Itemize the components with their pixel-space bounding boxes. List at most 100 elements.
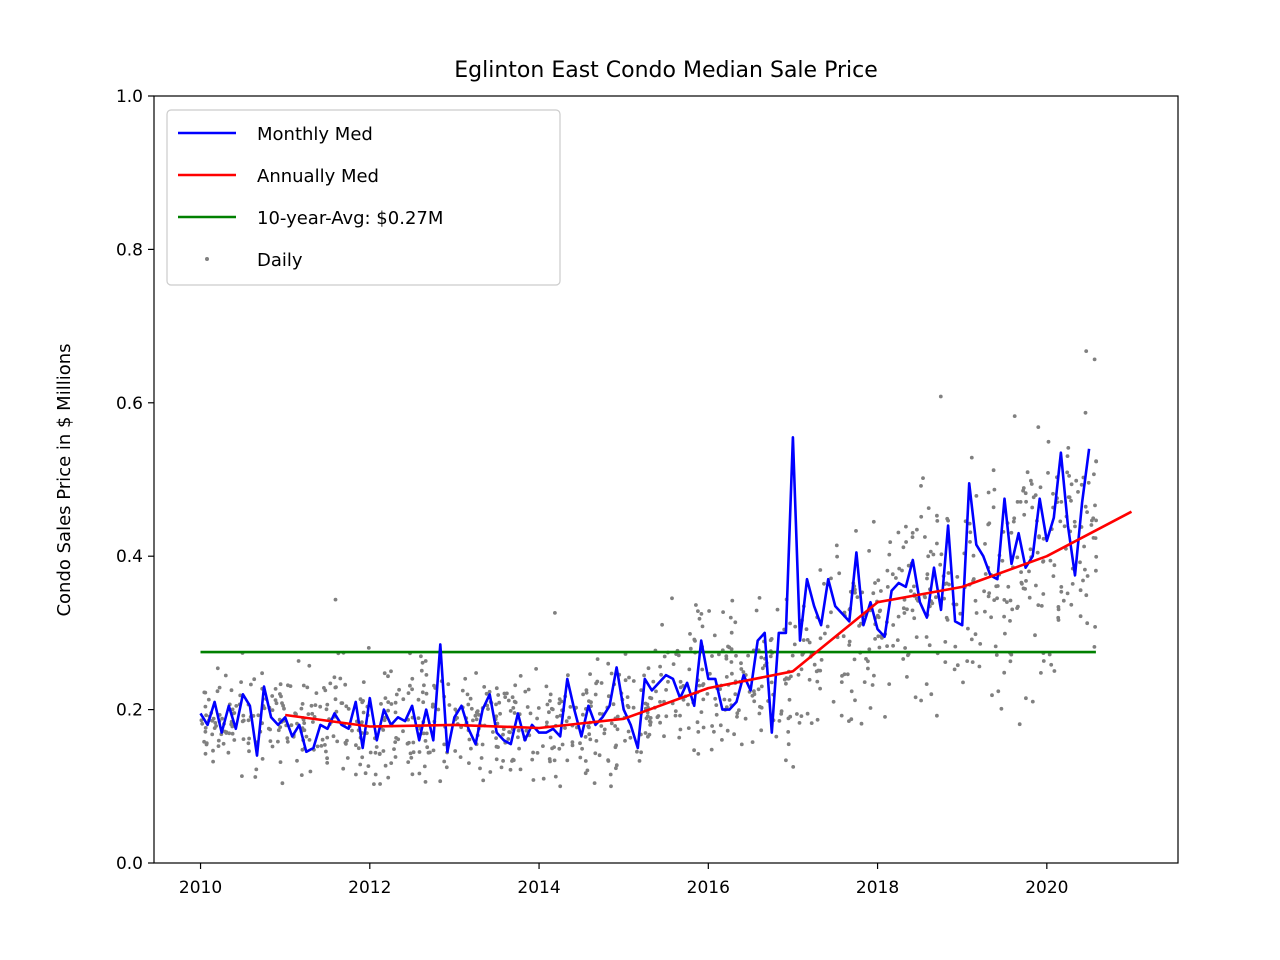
daily-point bbox=[876, 634, 881, 639]
daily-point bbox=[1009, 530, 1014, 535]
daily-point bbox=[1018, 500, 1023, 504]
daily-point bbox=[531, 750, 535, 755]
daily-point bbox=[438, 779, 443, 784]
daily-point bbox=[873, 637, 877, 641]
daily-point bbox=[535, 716, 539, 721]
daily-point bbox=[686, 726, 691, 730]
daily-point bbox=[286, 683, 290, 688]
daily-point bbox=[929, 692, 934, 697]
daily-point bbox=[768, 638, 773, 643]
daily-point bbox=[567, 715, 571, 720]
daily-point bbox=[727, 645, 732, 650]
daily-point bbox=[511, 706, 516, 710]
daily-point bbox=[825, 624, 830, 629]
daily-point bbox=[1029, 482, 1034, 486]
daily-point bbox=[623, 738, 627, 743]
daily-point bbox=[1052, 669, 1057, 673]
daily-point bbox=[822, 581, 826, 586]
daily-point bbox=[360, 700, 365, 705]
daily-point bbox=[468, 696, 473, 701]
daily-point bbox=[626, 729, 631, 734]
daily-point bbox=[266, 726, 271, 731]
daily-point bbox=[968, 530, 973, 535]
daily-point bbox=[1065, 454, 1070, 458]
daily-point bbox=[548, 692, 553, 697]
daily-point bbox=[646, 666, 651, 671]
daily-point bbox=[732, 732, 736, 737]
daily-point bbox=[885, 644, 889, 648]
daily-point bbox=[307, 738, 312, 742]
daily-point bbox=[996, 689, 1001, 694]
daily-point bbox=[424, 731, 429, 736]
daily-point bbox=[1024, 579, 1028, 583]
daily-point bbox=[815, 717, 820, 722]
daily-point bbox=[986, 594, 991, 599]
daily-point bbox=[525, 705, 530, 709]
daily-point bbox=[705, 692, 710, 696]
daily-point bbox=[897, 566, 902, 571]
legend-daily-marker bbox=[205, 257, 209, 261]
daily-point bbox=[545, 702, 550, 707]
daily-point bbox=[1017, 722, 1022, 727]
daily-point bbox=[614, 743, 618, 748]
daily-point bbox=[306, 712, 311, 716]
daily-point bbox=[1028, 547, 1033, 552]
daily-point bbox=[494, 757, 499, 762]
daily-point bbox=[1066, 446, 1071, 450]
daily-point bbox=[334, 685, 338, 689]
daily-point bbox=[343, 682, 348, 687]
daily-point bbox=[1085, 574, 1090, 578]
daily-point bbox=[220, 716, 225, 721]
daily-point bbox=[256, 713, 261, 718]
x-tick-label: 2020 bbox=[1025, 878, 1068, 898]
daily-point bbox=[583, 759, 588, 763]
daily-point bbox=[270, 708, 275, 712]
daily-point bbox=[712, 633, 717, 638]
daily-point bbox=[729, 630, 734, 635]
daily-point bbox=[393, 755, 398, 759]
daily-point bbox=[343, 740, 348, 745]
daily-point bbox=[946, 518, 950, 523]
daily-point bbox=[331, 734, 336, 739]
daily-point bbox=[991, 505, 996, 510]
daily-point bbox=[614, 766, 618, 771]
daily-point bbox=[563, 726, 567, 730]
daily-point bbox=[799, 714, 804, 718]
daily-point bbox=[1021, 586, 1026, 591]
daily-point bbox=[777, 719, 782, 723]
daily-point bbox=[568, 705, 573, 709]
daily-point bbox=[928, 549, 933, 554]
daily-point bbox=[592, 781, 597, 785]
daily-point bbox=[1002, 670, 1007, 675]
daily-point bbox=[217, 685, 222, 690]
daily-point bbox=[658, 700, 662, 704]
daily-point bbox=[1056, 605, 1061, 609]
daily-point bbox=[613, 724, 617, 728]
daily-point bbox=[581, 712, 585, 717]
daily-point bbox=[805, 638, 810, 642]
daily-point bbox=[922, 594, 927, 599]
daily-point bbox=[285, 739, 290, 744]
y-tick-label: 0.4 bbox=[116, 547, 143, 567]
daily-point bbox=[501, 732, 505, 737]
daily-point bbox=[393, 740, 398, 744]
daily-point bbox=[508, 730, 512, 735]
daily-point bbox=[229, 688, 234, 693]
daily-point bbox=[955, 575, 960, 579]
daily-point bbox=[325, 756, 329, 761]
daily-point bbox=[895, 638, 900, 642]
daily-point bbox=[474, 717, 479, 722]
daily-point bbox=[460, 688, 465, 693]
daily-point bbox=[354, 743, 358, 748]
daily-point bbox=[386, 700, 391, 704]
daily-point bbox=[648, 695, 652, 700]
daily-point bbox=[818, 636, 823, 641]
daily-point bbox=[278, 725, 283, 729]
daily-point bbox=[623, 678, 628, 683]
daily-point bbox=[872, 673, 876, 678]
chart-title: Eglinton East Condo Median Sale Price bbox=[454, 58, 877, 83]
daily-point bbox=[807, 640, 812, 645]
daily-point bbox=[270, 694, 275, 698]
x-tick-label: 2014 bbox=[517, 878, 560, 898]
daily-point bbox=[743, 716, 748, 721]
